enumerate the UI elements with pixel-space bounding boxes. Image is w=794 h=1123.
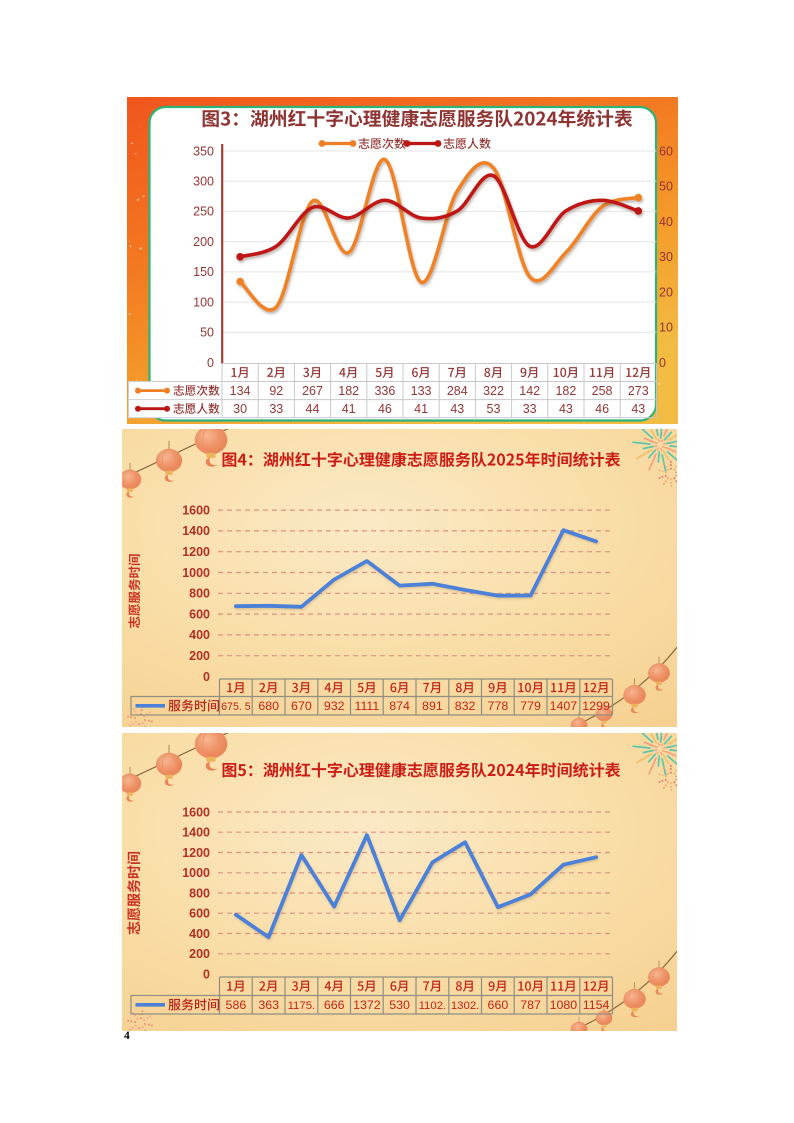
svg-text:0: 0 [207, 356, 214, 370]
svg-text:0: 0 [203, 670, 210, 684]
svg-text:891: 891 [422, 699, 443, 713]
svg-text:284: 284 [447, 384, 468, 398]
svg-text:530: 530 [389, 998, 410, 1012]
svg-text:1175.: 1175. [288, 1000, 316, 1012]
svg-text:142: 142 [519, 384, 540, 398]
svg-text:787: 787 [520, 998, 541, 1012]
svg-text:1400: 1400 [182, 826, 210, 840]
svg-text:400: 400 [189, 927, 210, 941]
svg-text:200: 200 [189, 649, 210, 663]
svg-text:600: 600 [189, 607, 210, 621]
svg-text:30: 30 [233, 402, 247, 416]
svg-text:1299: 1299 [582, 699, 610, 713]
svg-text:43: 43 [559, 402, 573, 416]
svg-text:1102.: 1102. [419, 1000, 447, 1012]
svg-text:53: 53 [487, 402, 501, 416]
svg-text:250: 250 [193, 205, 214, 219]
svg-text:43: 43 [450, 402, 464, 416]
svg-text:666: 666 [324, 998, 345, 1012]
svg-text:660: 660 [488, 998, 509, 1012]
svg-text:400: 400 [189, 628, 210, 642]
svg-text:675. 5: 675. 5 [221, 701, 251, 713]
svg-text:258: 258 [592, 384, 613, 398]
svg-text:267: 267 [302, 384, 323, 398]
svg-text:41: 41 [342, 402, 356, 416]
svg-text:41: 41 [414, 402, 428, 416]
svg-text:1154: 1154 [583, 998, 610, 1012]
svg-text:1111: 1111 [354, 699, 379, 713]
svg-text:336: 336 [374, 384, 395, 398]
svg-text:273: 273 [628, 384, 649, 398]
svg-text:1200: 1200 [182, 846, 210, 860]
svg-text:779: 779 [520, 699, 541, 713]
svg-text:874: 874 [389, 699, 410, 713]
svg-text:680: 680 [258, 699, 279, 713]
svg-text:0: 0 [659, 356, 666, 370]
svg-text:200: 200 [189, 947, 210, 961]
svg-text:1372: 1372 [353, 998, 381, 1012]
svg-text:200: 200 [193, 235, 214, 249]
svg-text:20: 20 [659, 285, 673, 299]
svg-text:50: 50 [200, 326, 214, 340]
svg-text:350: 350 [193, 144, 214, 158]
svg-text:33: 33 [523, 402, 537, 416]
svg-text:778: 778 [488, 699, 509, 713]
svg-text:182: 182 [338, 384, 359, 398]
svg-text:134: 134 [230, 384, 251, 398]
svg-text:832: 832 [455, 699, 476, 713]
svg-text:43: 43 [631, 402, 645, 416]
svg-text:150: 150 [193, 265, 214, 279]
svg-text:1080: 1080 [550, 998, 578, 1012]
svg-text:1600: 1600 [182, 503, 210, 517]
svg-text:600: 600 [189, 907, 210, 921]
svg-text:60: 60 [659, 144, 673, 158]
svg-text:1000: 1000 [182, 866, 210, 880]
svg-text:1400: 1400 [182, 524, 210, 538]
svg-text:100: 100 [193, 295, 214, 309]
svg-text:10: 10 [659, 321, 673, 335]
svg-text:44: 44 [306, 402, 320, 416]
svg-text:0: 0 [203, 967, 210, 981]
svg-text:932: 932 [324, 699, 345, 713]
svg-text:33: 33 [269, 402, 283, 416]
svg-text:322: 322 [483, 384, 504, 398]
svg-text:1000: 1000 [182, 566, 210, 580]
svg-text:800: 800 [189, 886, 210, 900]
svg-text:1600: 1600 [182, 805, 210, 819]
svg-text:1302.: 1302. [451, 1000, 480, 1012]
svg-text:1407: 1407 [550, 699, 578, 713]
svg-text:133: 133 [411, 384, 432, 398]
svg-text:40: 40 [659, 215, 673, 229]
svg-text:92: 92 [269, 384, 283, 398]
svg-text:46: 46 [378, 402, 392, 416]
svg-text:586: 586 [226, 998, 247, 1012]
svg-text:50: 50 [659, 180, 673, 194]
svg-text:800: 800 [189, 587, 210, 601]
svg-text:1200: 1200 [182, 545, 210, 559]
svg-text:182: 182 [555, 384, 576, 398]
svg-text:46: 46 [595, 402, 609, 416]
svg-text:363: 363 [258, 998, 279, 1012]
svg-text:300: 300 [193, 175, 214, 189]
svg-text:670: 670 [291, 699, 312, 713]
svg-text:30: 30 [659, 250, 673, 264]
